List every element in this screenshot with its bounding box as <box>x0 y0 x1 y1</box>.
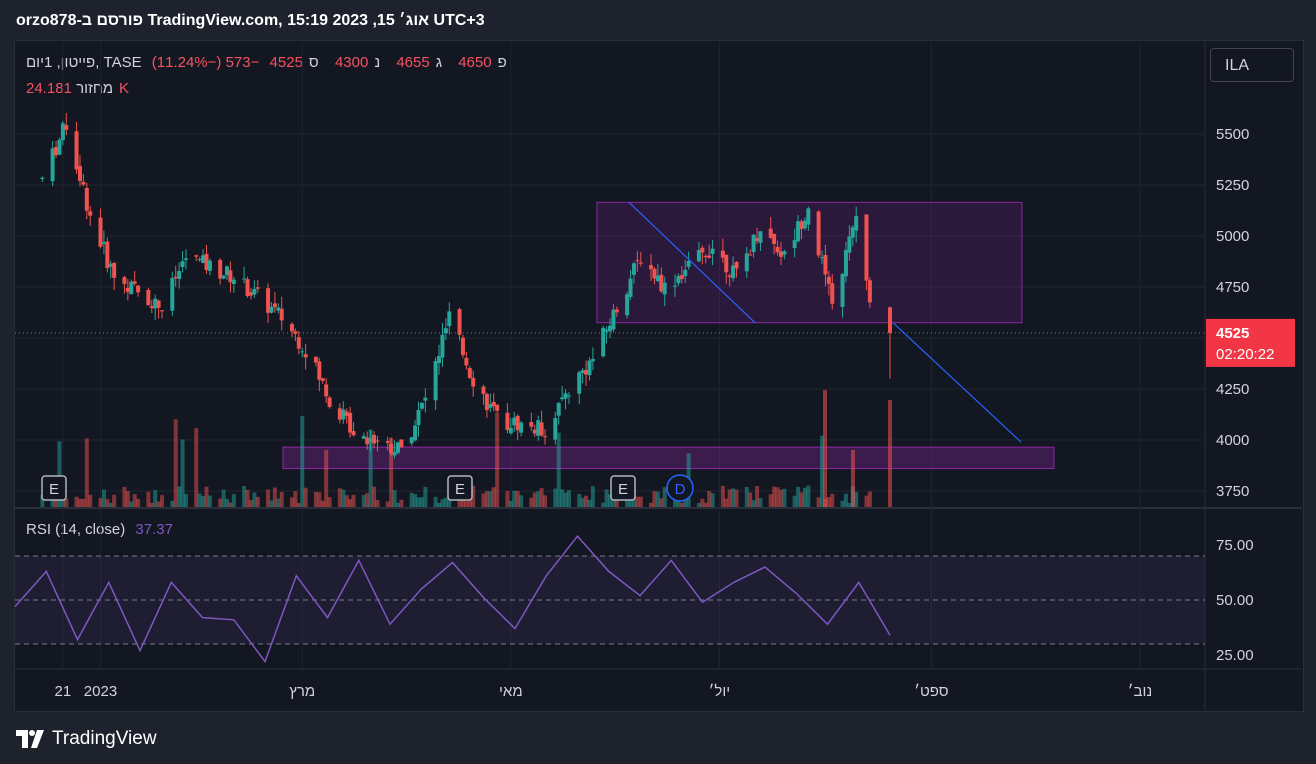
chart-frame[interactable] <box>14 40 1304 712</box>
legend-symbol[interactable]: פייטון, 1יום, TASE <box>26 54 142 71</box>
high-value: 4655 <box>396 54 430 71</box>
volume-value: 24.181K <box>26 80 130 97</box>
change-value: −573 (−11.24%) <box>151 54 260 71</box>
footer-brand-label: TradingView <box>52 728 157 749</box>
open-label: פ <box>497 54 507 71</box>
low-label: נ <box>374 54 381 71</box>
rsi-legend: RSI (14, close) 37.37 <box>26 521 179 538</box>
open-value: 4650 <box>458 54 492 71</box>
close-value: 4525 <box>269 54 303 71</box>
rsi-value: 37.37 <box>135 521 173 538</box>
footer-brand[interactable]: TradingView <box>16 728 157 750</box>
high-label: ג <box>435 54 443 71</box>
close-label: ס <box>308 54 319 71</box>
low-value: 4300 <box>334 54 369 71</box>
ohlc-legend: פייטון, 1יום, TASE פ 4650 ג 4655 נ 4300 ס 45… <box>26 54 519 71</box>
rsi-label[interactable]: RSI (14, close) <box>26 521 126 538</box>
volume-label[interactable]: מחזור <box>76 80 113 97</box>
tradingview-logo-icon <box>16 730 44 748</box>
symbol-button[interactable]: ILA <box>1210 48 1294 82</box>
chart-header: orzo878-פורסם ב TradingView.com, 15:19 2… <box>16 12 485 29</box>
volume-legend: מחזור 24.181K <box>26 80 135 97</box>
